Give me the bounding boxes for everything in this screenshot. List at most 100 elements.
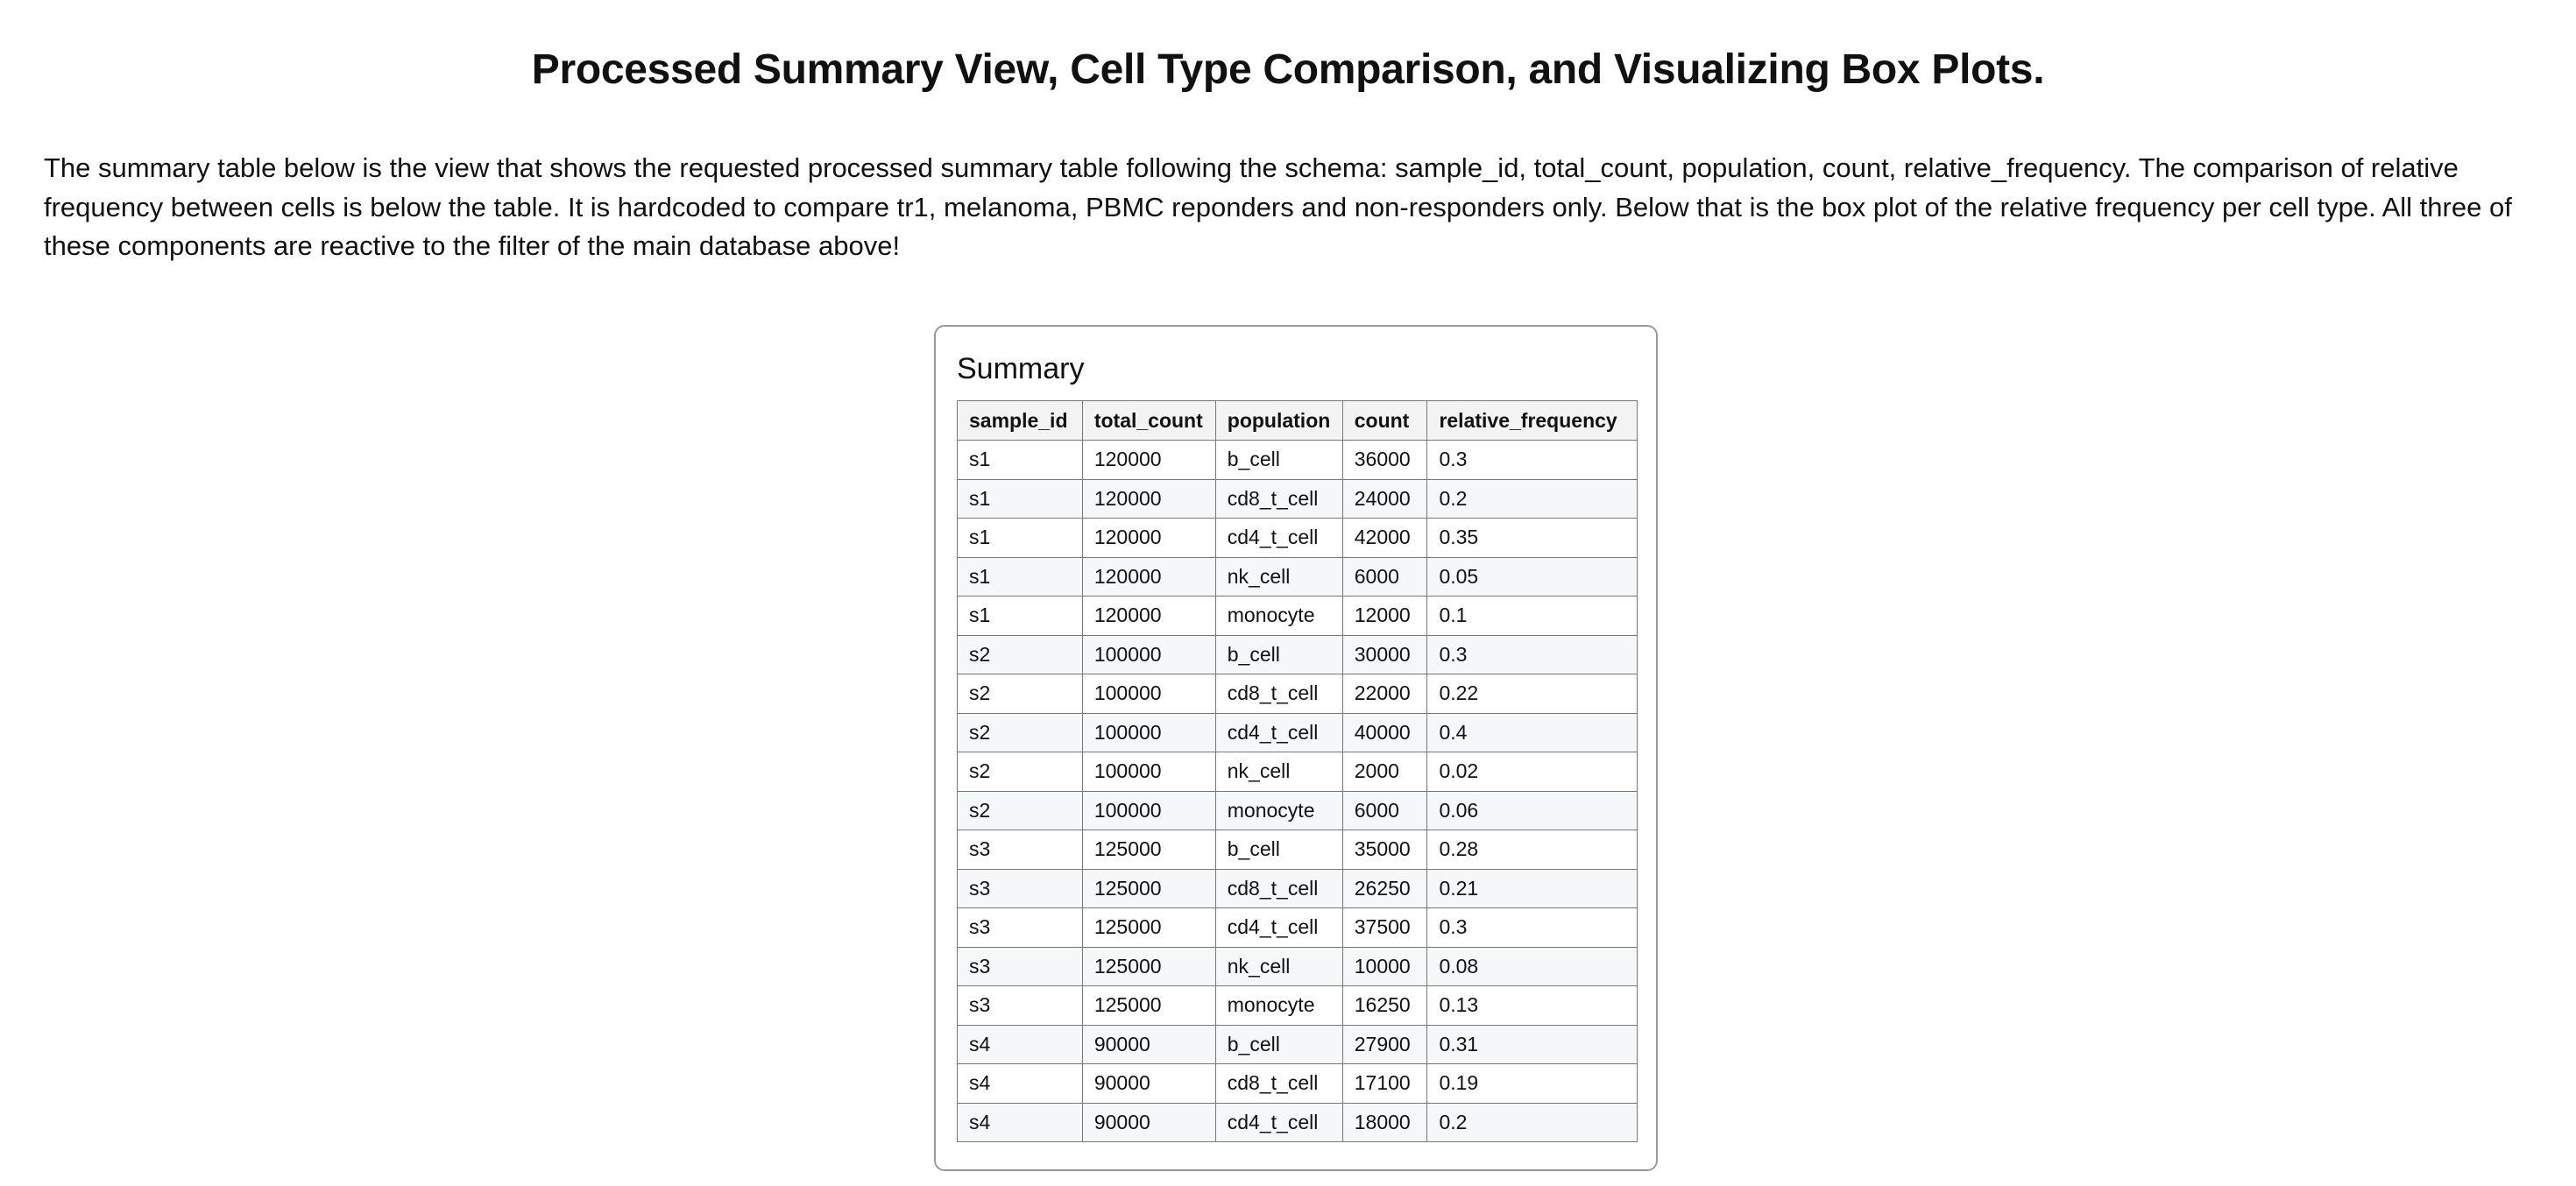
cell-population: cd4_t_cell: [1214, 518, 1343, 558]
column-header-sample-id[interactable]: sample_id: [957, 400, 1083, 441]
column-header-total-count[interactable]: total_count: [1081, 400, 1216, 441]
summary-table-scroll[interactable]: sample_id total_count population count r…: [957, 400, 1638, 1149]
cell-relative-frequency: 0.2: [1426, 478, 1638, 519]
cell-sample-id: s2: [957, 752, 1083, 792]
table-row: s2 100000 nk_cell 2000 0.02: [957, 752, 1638, 792]
cell-sample-id: s4: [957, 1063, 1083, 1104]
table-row: s3 125000 cd8_t_cell 26250 0.21: [957, 868, 1638, 908]
cell-population: b_cell: [1214, 440, 1343, 480]
cell-population: monocyte: [1214, 790, 1343, 830]
cell-relative-frequency: 0.22: [1426, 674, 1638, 714]
cell-population: cd4_t_cell: [1214, 1102, 1343, 1142]
cell-sample-id: s3: [957, 985, 1083, 1026]
cell-relative-frequency: 0.06: [1426, 790, 1638, 830]
cell-sample-id: s3: [957, 946, 1083, 986]
intro-paragraph: The summary table below is the view that…: [44, 152, 2512, 261]
cell-population: nk_cell: [1214, 946, 1343, 986]
cell-relative-frequency: 0.02: [1426, 752, 1638, 792]
cell-population: b_cell: [1214, 1024, 1343, 1064]
cell-count: 12000: [1341, 596, 1428, 636]
cell-total-count: 100000: [1081, 712, 1216, 752]
summary-table: sample_id total_count population count r…: [957, 400, 1638, 1142]
cell-count: 10000: [1341, 946, 1428, 986]
cell-total-count: 90000: [1081, 1063, 1216, 1104]
cell-sample-id: s1: [957, 596, 1083, 636]
cell-population: cd8_t_cell: [1214, 478, 1343, 519]
cell-population: cd8_t_cell: [1214, 674, 1343, 714]
table-row: s4 90000 cd8_t_cell 17100 0.19: [957, 1063, 1638, 1104]
cell-total-count: 125000: [1081, 985, 1216, 1026]
table-row: s3 125000 nk_cell 10000 0.08: [957, 946, 1638, 986]
cell-population: b_cell: [1214, 829, 1343, 870]
cell-relative-frequency: 0.4: [1426, 712, 1638, 752]
cell-count: 27900: [1341, 1024, 1428, 1064]
cell-total-count: 125000: [1081, 946, 1216, 986]
cell-sample-id: s3: [957, 868, 1083, 908]
cell-sample-id: s4: [957, 1024, 1083, 1064]
cell-total-count: 100000: [1081, 790, 1216, 830]
cell-sample-id: s1: [957, 518, 1083, 558]
table-row: s1 120000 b_cell 36000 0.3: [957, 440, 1638, 480]
cell-count: 42000: [1341, 518, 1428, 558]
table-row: s2 100000 b_cell 30000 0.3: [957, 634, 1638, 674]
cell-count: 36000: [1341, 440, 1428, 480]
cell-count: 24000: [1341, 478, 1428, 519]
cell-count: 6000: [1341, 790, 1428, 830]
table-header-row: sample_id total_count population count r…: [957, 400, 1638, 441]
column-header-count[interactable]: count: [1341, 400, 1428, 441]
cell-sample-id: s2: [957, 674, 1083, 714]
cell-relative-frequency: 0.3: [1426, 440, 1638, 480]
cell-population: cd4_t_cell: [1214, 907, 1343, 948]
table-row: s2 100000 monocyte 6000 0.06: [957, 790, 1638, 830]
cell-total-count: 120000: [1081, 518, 1216, 558]
table-row: s4 90000 b_cell 27900 0.31: [957, 1024, 1638, 1064]
cell-sample-id: s1: [957, 478, 1083, 519]
table-row: s4 90000 cd4_t_cell 18000 0.2: [957, 1102, 1638, 1142]
cell-population: nk_cell: [1214, 556, 1343, 597]
table-row: s3 125000 b_cell 35000 0.28: [957, 829, 1638, 870]
cell-relative-frequency: 0.3: [1426, 634, 1638, 674]
cell-count: 35000: [1341, 829, 1428, 870]
cell-sample-id: s2: [957, 712, 1083, 752]
cell-relative-frequency: 0.35: [1426, 518, 1638, 558]
summary-card: Summary sample_id total_count population…: [934, 325, 1658, 1171]
cell-population: monocyte: [1214, 985, 1343, 1026]
cell-count: 30000: [1341, 634, 1428, 674]
cell-relative-frequency: 0.21: [1426, 868, 1638, 908]
cell-sample-id: s2: [957, 634, 1083, 674]
cell-total-count: 100000: [1081, 634, 1216, 674]
table-row: s3 125000 monocyte 16250 0.13: [957, 985, 1638, 1026]
cell-total-count: 120000: [1081, 440, 1216, 480]
table-row: s2 100000 cd8_t_cell 22000 0.22: [957, 674, 1638, 714]
cell-total-count: 120000: [1081, 596, 1216, 636]
cell-relative-frequency: 0.13: [1426, 985, 1638, 1026]
cell-sample-id: s2: [957, 790, 1083, 830]
cell-total-count: 100000: [1081, 752, 1216, 792]
table-row: s2 100000 cd4_t_cell 40000 0.4: [957, 712, 1638, 752]
cell-population: b_cell: [1214, 634, 1343, 674]
column-header-population[interactable]: population: [1214, 400, 1343, 441]
cell-relative-frequency: 0.3: [1426, 907, 1638, 948]
cell-relative-frequency: 0.08: [1426, 946, 1638, 986]
cell-count: 22000: [1341, 674, 1428, 714]
cell-sample-id: s3: [957, 829, 1083, 870]
cell-count: 40000: [1341, 712, 1428, 752]
cell-relative-frequency: 0.19: [1426, 1063, 1638, 1104]
cell-relative-frequency: 0.1: [1426, 596, 1638, 636]
table-row: s1 120000 cd4_t_cell 42000 0.35: [957, 518, 1638, 558]
cell-sample-id: s1: [957, 556, 1083, 597]
cell-total-count: 125000: [1081, 868, 1216, 908]
cell-count: 16250: [1341, 985, 1428, 1026]
page-title: Processed Summary View, Cell Type Compar…: [531, 46, 2045, 93]
cell-population: nk_cell: [1214, 752, 1343, 792]
cell-count: 17100: [1341, 1063, 1428, 1104]
cell-total-count: 120000: [1081, 478, 1216, 519]
cell-relative-frequency: 0.2: [1426, 1102, 1638, 1142]
cell-count: 6000: [1341, 556, 1428, 597]
table-row: s1 120000 cd8_t_cell 24000 0.2: [957, 478, 1638, 519]
cell-count: 26250: [1341, 868, 1428, 908]
cell-relative-frequency: 0.31: [1426, 1024, 1638, 1064]
cell-total-count: 90000: [1081, 1102, 1216, 1142]
column-header-relative-frequency[interactable]: relative_frequency: [1426, 400, 1638, 441]
